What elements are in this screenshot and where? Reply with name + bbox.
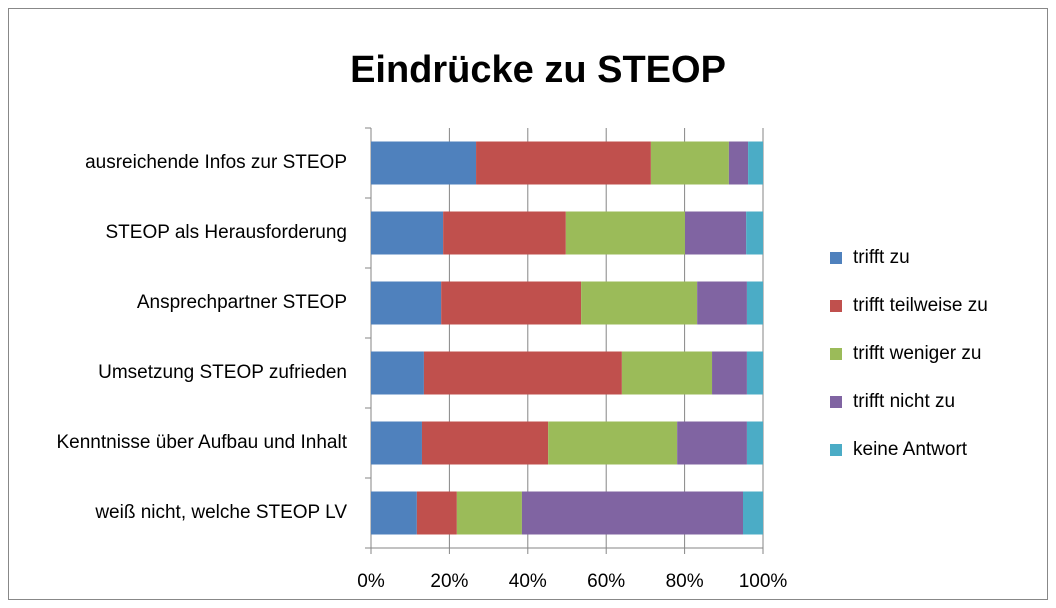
x-tick-label: 80% [666,571,704,592]
bar-segment [677,421,747,465]
y-tick-label: Ansprechpartner STEOP [136,292,347,313]
bar-segment [697,281,747,325]
bar-segment [456,491,522,535]
bar-segment [371,351,424,395]
legend-label: trifft nicht zu [853,391,955,412]
x-tick-label: 0% [357,571,385,592]
legend-swatch [830,300,842,312]
bar-segment [421,421,549,465]
bar-segment [746,421,763,465]
bar-segment [581,281,698,325]
bar-segment [746,211,763,255]
legend-label: trifft weniger zu [853,343,981,364]
legend-swatch [830,252,842,264]
bar-segment [746,351,763,395]
bar-segment [443,211,566,255]
y-tick-label: STEOP als Herausforderung [105,222,348,243]
bar-segment [748,141,763,185]
legend-label: keine Antwort [853,439,968,460]
legend-label: trifft teilweise zu [853,295,988,316]
legend-label: trifft zu [853,247,910,268]
bar-segment [684,211,747,255]
bar-segment [371,491,417,535]
bar-segment [548,421,678,465]
y-tick-label: Umsetzung STEOP zufrieden [98,362,347,383]
bar-segment [476,141,651,185]
bar-segment [728,141,749,185]
bar-segment [371,141,477,185]
bar-segment [746,281,763,325]
y-tick-label: weiß nicht, welche STEOP LV [95,502,347,523]
bar-segment [565,211,685,255]
bar-segment [371,211,444,255]
y-tick-label: Kenntnisse über Aufbau und Inhalt [56,432,347,453]
chart-title: Eindrücke zu STEOP [350,49,726,91]
bar-segment [743,491,763,535]
x-tick-label: 100% [739,571,788,592]
bar-segment [423,351,622,395]
bar-segment [371,421,422,465]
bar-segment [441,281,582,325]
x-tick-label: 40% [509,571,547,592]
bar-segment [621,351,713,395]
bar-segment [371,281,442,325]
x-tick-label: 60% [587,571,625,592]
bar-segment [650,141,729,185]
bar-segment [712,351,747,395]
legend-swatch [830,348,842,360]
bar-segment [416,491,457,535]
x-tick-label: 20% [430,571,468,592]
legend-swatch [830,444,842,456]
bar-segment [521,491,744,535]
legend-swatch [830,396,842,408]
y-tick-label: ausreichende Infos zur STEOP [85,152,347,173]
